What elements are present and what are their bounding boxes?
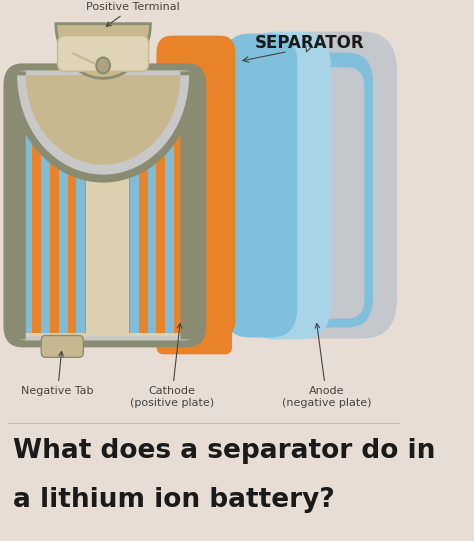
FancyBboxPatch shape — [181, 71, 202, 339]
Bar — [41, 85, 50, 333]
Bar — [103, 85, 112, 333]
Text: Negative Tab: Negative Tab — [21, 352, 94, 396]
Text: SEPARATOR: SEPARATOR — [255, 34, 364, 51]
Circle shape — [96, 57, 110, 74]
Text: Cathode
(positive plate): Cathode (positive plate) — [130, 324, 214, 408]
Text: Anode
(negative plate): Anode (negative plate) — [282, 324, 371, 408]
FancyBboxPatch shape — [156, 289, 232, 354]
FancyBboxPatch shape — [273, 31, 397, 339]
FancyBboxPatch shape — [156, 36, 236, 338]
Wedge shape — [17, 75, 189, 175]
Wedge shape — [26, 75, 181, 164]
Wedge shape — [56, 24, 150, 78]
Bar — [85, 85, 94, 333]
Bar — [86, 85, 129, 333]
FancyBboxPatch shape — [297, 68, 365, 319]
FancyBboxPatch shape — [285, 52, 373, 327]
Bar — [156, 85, 165, 333]
Bar — [32, 85, 41, 333]
Bar — [130, 85, 139, 333]
FancyBboxPatch shape — [11, 70, 199, 340]
Bar — [94, 85, 103, 333]
FancyBboxPatch shape — [41, 335, 83, 357]
Bar — [23, 85, 32, 333]
FancyBboxPatch shape — [209, 41, 252, 331]
Bar — [50, 85, 59, 333]
Bar — [68, 85, 76, 333]
FancyBboxPatch shape — [3, 63, 206, 347]
Bar — [76, 85, 85, 333]
Bar — [59, 85, 68, 333]
Text: What does a separator do in: What does a separator do in — [13, 438, 435, 464]
Bar — [112, 85, 121, 333]
FancyBboxPatch shape — [57, 36, 149, 71]
Wedge shape — [10, 75, 196, 182]
Bar — [121, 85, 130, 333]
Bar — [147, 85, 156, 333]
Text: Positive Terminal: Positive Terminal — [86, 2, 180, 27]
FancyBboxPatch shape — [19, 80, 191, 337]
Bar — [165, 85, 174, 333]
FancyBboxPatch shape — [10, 71, 26, 339]
FancyBboxPatch shape — [223, 34, 297, 338]
Bar — [174, 85, 183, 333]
FancyBboxPatch shape — [245, 31, 331, 339]
Text: a lithium ion battery?: a lithium ion battery? — [13, 487, 335, 513]
Bar — [139, 85, 147, 333]
